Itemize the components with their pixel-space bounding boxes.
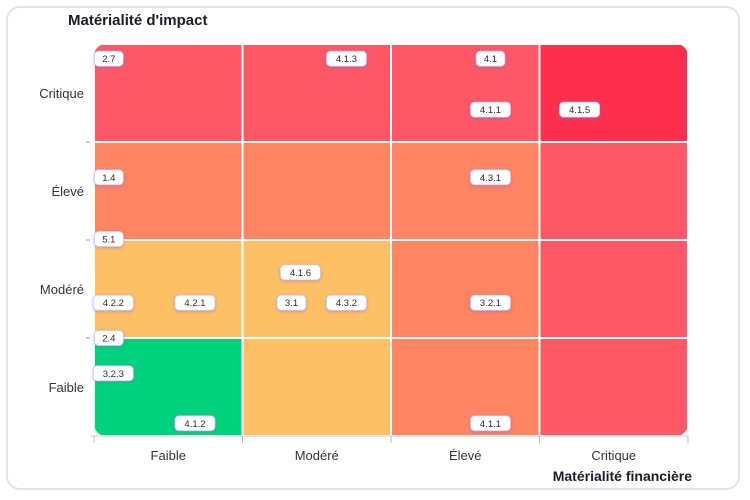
topic-badge-label: 2.7 xyxy=(102,54,115,65)
topic-badge-bg xyxy=(92,365,134,382)
topic-badge[interactable]: 2.7 xyxy=(94,50,124,67)
topic-badge-bg xyxy=(276,294,307,311)
topic-badge-bg xyxy=(92,294,134,311)
topic-badge-bg xyxy=(470,169,511,186)
topic-badge[interactable]: 3.1 xyxy=(276,294,307,311)
heatmap-cell-1-1 xyxy=(241,141,392,241)
topic-badge-label: 4.1.6 xyxy=(290,268,311,279)
topic-badge-bg xyxy=(94,330,124,346)
x-axis-title: Matérialité financière xyxy=(552,468,692,484)
topic-badge-bg xyxy=(174,415,216,432)
topic-badge-label: 1.4 xyxy=(102,173,115,184)
topic-badge-label: 4.1.1 xyxy=(480,419,501,430)
topic-badge-bg xyxy=(326,50,367,67)
topic-badge-bg xyxy=(280,264,321,281)
topic-badge[interactable]: 4.3.2 xyxy=(326,294,367,311)
topic-badge[interactable]: 4.1 xyxy=(475,50,506,67)
topic-badge-label: 4.1.1 xyxy=(480,105,501,116)
y-tick-label: Faible xyxy=(49,380,84,395)
topic-badge-bg xyxy=(559,101,600,118)
heatmap-cell-3-1 xyxy=(241,337,392,436)
heatmap-cell-2-3 xyxy=(538,239,688,339)
topic-badge-label: 4.1.2 xyxy=(184,419,205,430)
heatmap-cell-3-3 xyxy=(538,337,688,436)
heatmap-cell-3-2 xyxy=(390,337,541,436)
topic-badge-bg xyxy=(475,50,506,67)
y-tick-label: Élevé xyxy=(51,184,84,199)
topic-badge[interactable]: 5.1 xyxy=(94,231,124,247)
topic-badge[interactable]: 3.2.1 xyxy=(470,294,511,311)
y-tick-label: Modéré xyxy=(40,282,84,297)
x-tick-label: Faible xyxy=(151,448,186,463)
topic-badge-bg xyxy=(470,415,511,432)
heatmap-cell-3-0 xyxy=(94,337,244,436)
topic-badge[interactable]: 4.1.2 xyxy=(174,415,216,432)
topic-badge-label: 4.3.1 xyxy=(480,173,501,184)
heatmap-cell-2-1 xyxy=(241,239,392,339)
heatmap-cell-0-3 xyxy=(538,44,688,143)
topic-badge[interactable]: 4.1.6 xyxy=(280,264,321,281)
topic-badge[interactable]: 4.1.5 xyxy=(559,101,600,118)
topic-badge-bg xyxy=(94,50,124,67)
topic-badge-label: 4.3.2 xyxy=(336,298,357,309)
topic-badge-bg xyxy=(470,294,511,311)
x-tick-label: Critique xyxy=(591,448,636,463)
topic-badge-bg xyxy=(174,294,216,311)
topic-badge-label: 5.1 xyxy=(102,235,115,246)
topic-badge-label: 4.2.1 xyxy=(184,298,205,309)
topic-badge[interactable]: 4.1.1 xyxy=(470,101,511,118)
heatmap-cell-1-2 xyxy=(390,141,541,241)
topic-badge-label: 2.4 xyxy=(102,334,115,345)
topic-badge-bg xyxy=(94,231,124,247)
x-tick-label: Élevé xyxy=(449,448,482,463)
topic-badge-label: 4.1.5 xyxy=(569,105,590,116)
y-tick-label: Critique xyxy=(39,86,84,101)
topic-badge-bg xyxy=(326,294,367,311)
heatmap-cell-2-2 xyxy=(390,239,541,339)
topic-badge[interactable]: 4.2.1 xyxy=(174,294,216,311)
topic-badge-label: 3.2.3 xyxy=(103,369,124,380)
topic-badge-label: 4.2.2 xyxy=(103,298,124,309)
y-axis-title: Matérialité d'impact xyxy=(68,12,208,29)
topic-badge-label: 4.1 xyxy=(484,54,497,65)
topic-badge-label: 3.2.1 xyxy=(480,298,501,309)
topic-badge[interactable]: 4.2.2 xyxy=(92,294,134,311)
topic-badge[interactable]: 4.3.1 xyxy=(470,169,511,186)
heatmap-cell-2-0 xyxy=(94,239,244,339)
topic-badge[interactable]: 2.4 xyxy=(94,330,124,346)
topic-badge[interactable]: 4.1.1 xyxy=(470,415,511,432)
topic-badge[interactable]: 3.2.3 xyxy=(92,365,134,382)
heatmap-cell-0-1 xyxy=(241,44,392,143)
topic-badge-label: 3.1 xyxy=(285,298,298,309)
topic-badge-bg xyxy=(94,169,124,186)
topic-badge[interactable]: 4.1.3 xyxy=(326,50,367,67)
x-tick-label: Modéré xyxy=(295,448,339,463)
topic-badge-label: 4.1.3 xyxy=(336,54,357,65)
topic-badge-bg xyxy=(470,101,511,118)
heatmap-cell-1-0 xyxy=(94,141,244,241)
heatmap-cell-1-3 xyxy=(538,141,688,241)
topic-badge[interactable]: 1.4 xyxy=(94,169,124,186)
heatmap-cell-0-2 xyxy=(390,44,541,143)
